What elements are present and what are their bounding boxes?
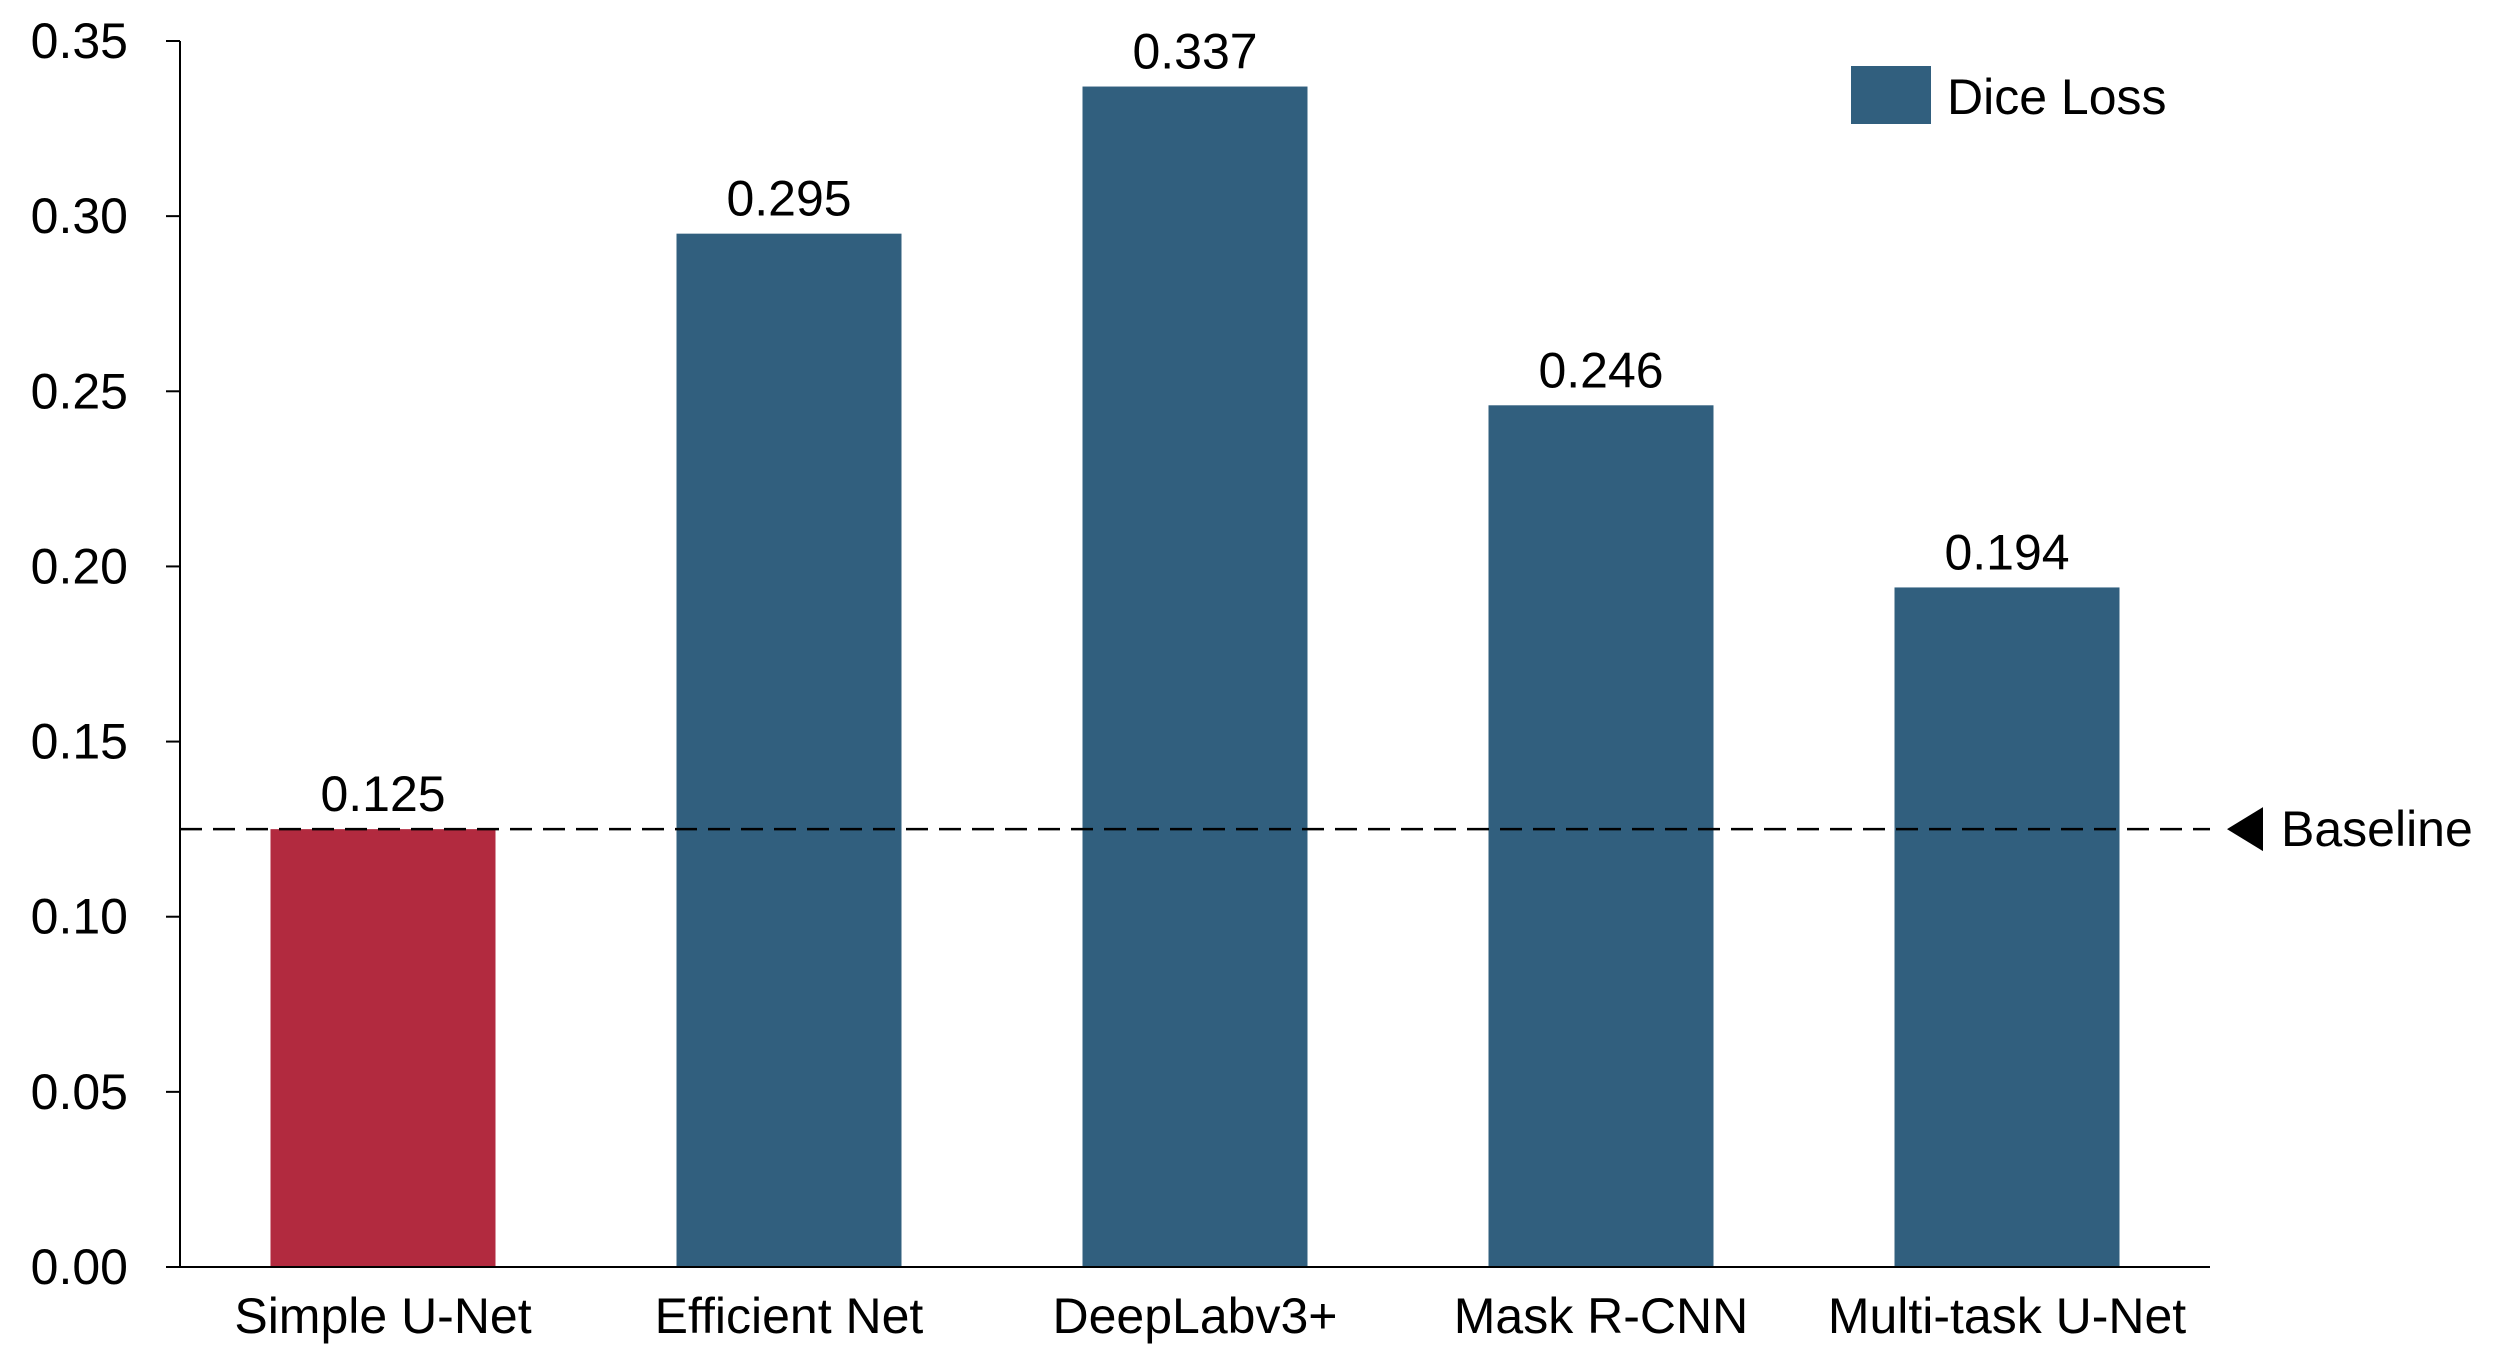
category-label: Efficient Net [655,1288,924,1344]
legend-label-dice-loss: Dice Loss [1947,69,2167,125]
y-tick-label: 0.35 [31,13,128,69]
data-label: 0.337 [1132,24,1257,80]
category-label: Mask R-CNN [1454,1288,1748,1344]
bar-efficient-net [676,233,902,1268]
y-tick-label: 0.30 [31,188,128,244]
bar-deeplabv3- [1082,86,1308,1268]
category-labels: Simple U-Net Efficient Net DeepLabv3+ Mask … [234,1288,2186,1344]
bar-multi-task-u-net [1894,587,2120,1267]
category-label: DeepLabv3+ [1053,1288,1338,1344]
bars [270,86,2120,1268]
data-label: 0.246 [1538,342,1663,398]
bar-simple-u-net [270,829,496,1267]
data-label: 0.125 [320,766,445,822]
category-label: Multi-task U-Net [1828,1288,2186,1344]
y-tick-label: 0.05 [31,1064,128,1120]
category-label: Simple U-Net [234,1288,531,1344]
data-label: 0.194 [1944,524,2069,580]
y-tick-label: 0.20 [31,538,128,594]
data-label: 0.295 [726,171,851,227]
baseline-arrow-icon [2227,807,2263,852]
y-axis-ticks: 0.00 0.05 0.10 0.15 0.20 0.25 0.30 0.35 [31,13,180,1295]
data-labels: 0.125 0.295 0.337 0.246 0.194 [320,24,2069,823]
y-tick-label: 0.10 [31,889,128,945]
y-tick-label: 0.25 [31,363,128,419]
y-tick-label: 0.15 [31,714,128,770]
y-tick-label: 0.00 [31,1239,128,1295]
legend-swatch [1851,66,1931,124]
baseline-label: Baseline [2281,801,2473,857]
bar-mask-r-cnn [1488,405,1714,1268]
